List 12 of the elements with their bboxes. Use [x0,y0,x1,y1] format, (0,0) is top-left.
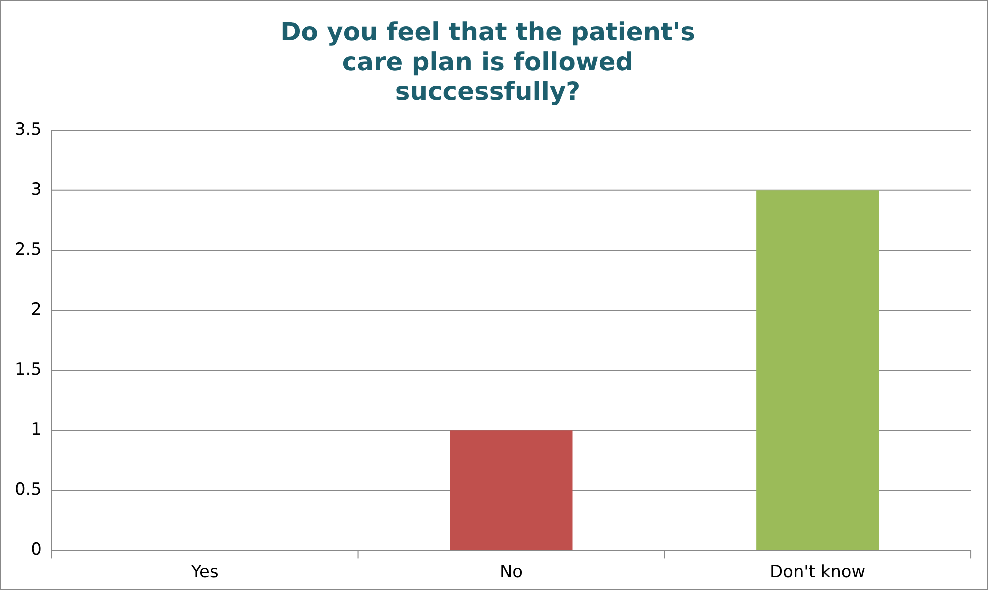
x-tick-label: Yes [190,561,219,582]
y-tick-label: 2.5 [14,239,42,260]
x-tick-label: Don't know [770,561,866,582]
y-tick-label: 1.5 [14,359,42,380]
y-tick-label: 0.5 [14,479,42,500]
y-tick-label: 0 [31,539,42,560]
y-tick-label: 3.5 [14,118,42,139]
y-tick-label: 2 [31,299,42,320]
y-tick-label: 3 [31,179,42,199]
y-tick-label: 1 [31,419,42,440]
x-tick-label: No [500,561,524,582]
chart-title: Do you feel that the patient's care plan is followed successfully? [280,17,696,106]
